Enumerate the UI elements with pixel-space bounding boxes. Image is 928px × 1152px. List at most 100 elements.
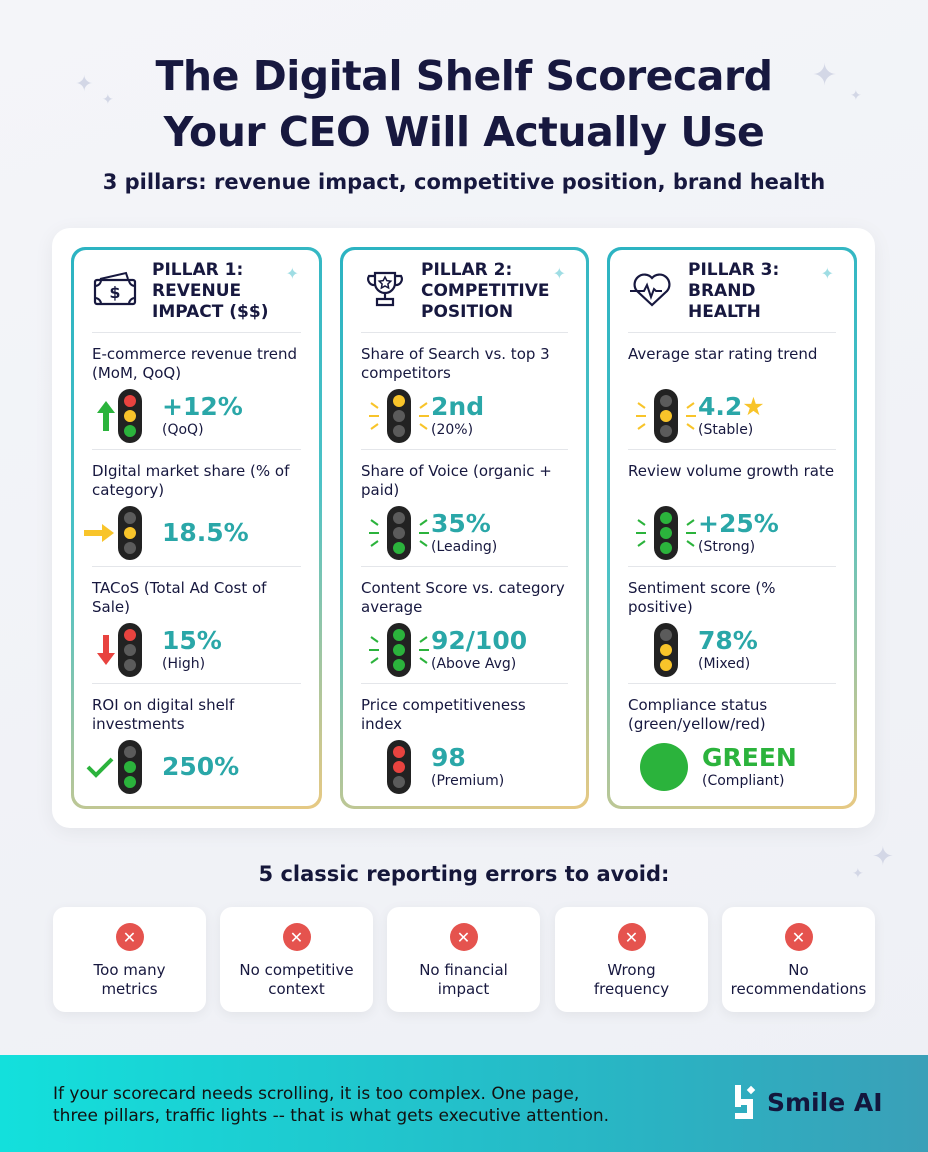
sparkle-icon: ✦ bbox=[872, 842, 894, 872]
page-title: The Digital Shelf Scorecard Your CEO Will… bbox=[155, 52, 773, 156]
light-green bbox=[660, 511, 672, 524]
metric-value: 250% bbox=[162, 752, 240, 781]
light-off bbox=[660, 425, 672, 438]
light-off bbox=[124, 745, 136, 758]
traffic-light-icon bbox=[387, 389, 411, 443]
light-off bbox=[124, 511, 136, 524]
sparkle-icon: ✦ bbox=[850, 88, 862, 104]
traffic-light-indicator bbox=[97, 389, 148, 443]
errors-title: 5 classic reporting errors to avoid: bbox=[258, 862, 670, 886]
light-off bbox=[393, 526, 405, 539]
error-label: No financial impact bbox=[419, 961, 508, 998]
heart-pulse-icon bbox=[628, 269, 676, 313]
traffic-light-indicator bbox=[369, 506, 429, 560]
metric-note: (Above Avg) bbox=[431, 656, 517, 672]
sparkle-icon: ✦ bbox=[852, 866, 864, 882]
error-card: ✕ No recommendations bbox=[722, 907, 875, 1012]
pillar-title: PILLAR 2: COMPETITIVE POSITION bbox=[421, 259, 550, 322]
metric-label: Compliance status (green/yellow/red) bbox=[628, 696, 768, 733]
light-red bbox=[393, 745, 405, 758]
metric-note: (Premium) bbox=[431, 773, 505, 789]
smile-ai-logo-icon bbox=[735, 1085, 756, 1119]
traffic-light-indicator bbox=[369, 623, 429, 677]
traffic-light-indicator bbox=[636, 506, 696, 560]
metric-note: (QoQ) bbox=[162, 422, 204, 438]
metric-value: 92/100 bbox=[431, 626, 528, 655]
metric-row: Content Score vs. category average 92/100… bbox=[361, 567, 568, 684]
metric-value: 2nd bbox=[431, 392, 485, 421]
traffic-light-icon bbox=[118, 506, 142, 560]
metric-note: (Leading) bbox=[431, 539, 498, 555]
metric-label: E-commerce revenue trend (MoM, QoQ) bbox=[92, 345, 298, 382]
sparkle-icon: ✦ bbox=[102, 92, 114, 108]
svg-text:$: $ bbox=[109, 283, 120, 302]
metric-label: Content Score vs. category average bbox=[361, 579, 565, 616]
traffic-light-indicator bbox=[636, 389, 696, 443]
metric-row: Sentiment score (% positive) 78% (Mixed) bbox=[628, 567, 836, 684]
light-green bbox=[124, 425, 136, 438]
pillar-card: PILLAR 2: COMPETITIVE POSITION ✦ Share of Se… bbox=[340, 247, 589, 809]
light-yellow bbox=[393, 394, 405, 407]
trophy-icon bbox=[361, 269, 409, 313]
metric-label: Price competitiveness index bbox=[361, 696, 526, 733]
traffic-light-icon bbox=[387, 623, 411, 677]
traffic-light-indicator bbox=[84, 506, 148, 560]
error-card: ✕ No competitive context bbox=[220, 907, 373, 1012]
traffic-light-indicator bbox=[369, 389, 429, 443]
pillar-card: $ PILLAR 1: REVENUE IMPACT ($$) ✦ E-commerce … bbox=[71, 247, 322, 809]
light-green bbox=[393, 542, 405, 555]
sparkle-icon: ✦ bbox=[552, 264, 566, 283]
error-card: ✕ No financial impact bbox=[387, 907, 540, 1012]
glow-rays-icon bbox=[369, 636, 429, 664]
green-status-circle-icon bbox=[640, 743, 688, 791]
money-icon: $ bbox=[92, 269, 140, 313]
metric-row: Share of Voice (organic + paid) 35% (Leadi… bbox=[361, 450, 568, 567]
metric-row: DIgital market share (% of category) 18.5… bbox=[84, 450, 301, 567]
pillar-header: PILLAR 2: COMPETITIVE POSITION ✦ bbox=[361, 250, 568, 333]
light-red bbox=[393, 760, 405, 773]
metric-note: (Mixed) bbox=[698, 656, 751, 672]
metric-label: Sentiment score (% positive) bbox=[628, 579, 776, 616]
metric-row: ROI on digital shelf investments 250% bbox=[86, 684, 301, 801]
metric-label: Average star rating trend bbox=[628, 345, 818, 363]
metric-row: E-commerce revenue trend (MoM, QoQ) +12%(… bbox=[92, 333, 301, 450]
light-off bbox=[124, 542, 136, 555]
light-yellow bbox=[660, 643, 672, 656]
glow-rays-icon bbox=[369, 402, 429, 430]
light-off bbox=[393, 425, 405, 438]
metric-value: GREEN bbox=[702, 743, 797, 772]
metric-row: Review volume growth rate +25% (Strong) bbox=[628, 450, 836, 567]
metric-value: 15% bbox=[162, 626, 222, 655]
error-x-icon: ✕ bbox=[115, 923, 144, 951]
light-green bbox=[124, 776, 136, 789]
traffic-light-icon bbox=[654, 623, 678, 677]
sparkle-icon: ✦ bbox=[75, 72, 94, 97]
traffic-light-icon bbox=[118, 623, 142, 677]
metric-value: 78% bbox=[698, 626, 758, 655]
error-card: ✕ Wrong frequency bbox=[555, 907, 708, 1012]
glow-rays-icon bbox=[369, 519, 429, 547]
metric-value: 98 bbox=[431, 743, 466, 772]
metric-row: TACoS (Total Ad Cost of Sale) 15% (High) bbox=[92, 567, 301, 684]
sparkle-icon: ✦ bbox=[812, 58, 838, 93]
light-off bbox=[124, 643, 136, 656]
metric-note: (Strong) bbox=[698, 539, 756, 555]
traffic-light-indicator bbox=[86, 740, 148, 794]
light-yellow bbox=[124, 526, 136, 539]
metric-row: Average star rating trend 4.2★ (Stable) bbox=[628, 333, 836, 450]
brand-logo: Smile AI bbox=[733, 1085, 883, 1119]
error-card: ✕ Too many metrics bbox=[53, 907, 206, 1012]
glow-rays-icon bbox=[636, 402, 696, 430]
scorecard-panel: $ PILLAR 1: REVENUE IMPACT ($$) ✦ E-commerce … bbox=[52, 228, 875, 828]
metric-label: Review volume growth rate bbox=[628, 462, 835, 480]
metric-label: ROI on digital shelf investments bbox=[92, 696, 235, 733]
light-off bbox=[660, 394, 672, 407]
metric-value: 4.2 bbox=[698, 392, 743, 421]
footer-text: If your scorecard needs scrolling, it is… bbox=[53, 1084, 610, 1126]
traffic-light-indicator bbox=[648, 623, 684, 677]
metric-note: (20%) bbox=[431, 422, 474, 438]
pillar-title: PILLAR 3: BRAND HEALTH bbox=[688, 259, 780, 322]
metric-label: Share of Voice (organic + paid) bbox=[361, 462, 552, 499]
traffic-light-icon bbox=[387, 740, 411, 794]
error-label: Wrong frequency bbox=[593, 961, 670, 998]
